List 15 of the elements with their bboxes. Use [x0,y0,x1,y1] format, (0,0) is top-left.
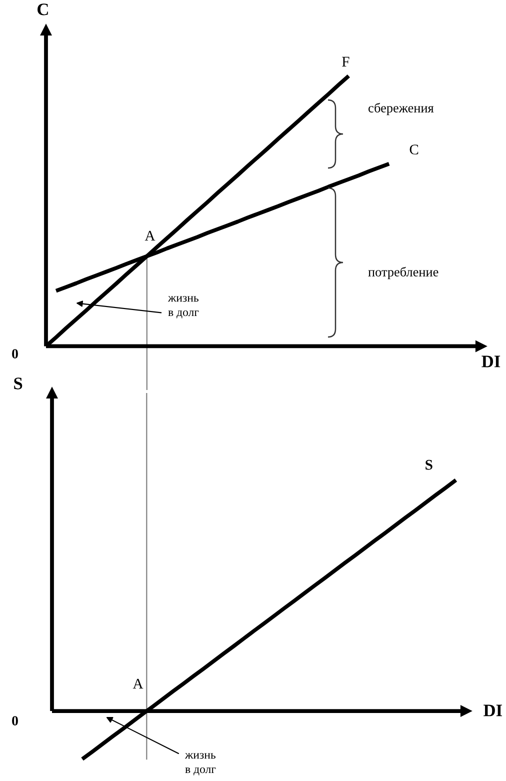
y-axis-title: C [38,4,48,16]
text: 0 [12,716,18,726]
y-axis-title: S [14,378,22,390]
annotation: жизнь в долг [184,753,216,776]
series-label: C [410,144,418,154]
annotation: A [132,678,144,689]
series-label: S [426,460,432,470]
annotation: потребление [368,266,438,280]
annotation: сбережения [368,102,434,116]
series-label: F [342,56,350,66]
annotation: A [144,230,156,241]
text: 0 [12,349,18,358]
x-axis-title: DI [482,356,500,368]
x-axis-title: DI [484,704,502,716]
annotation: жизнь в долг [168,296,199,318]
